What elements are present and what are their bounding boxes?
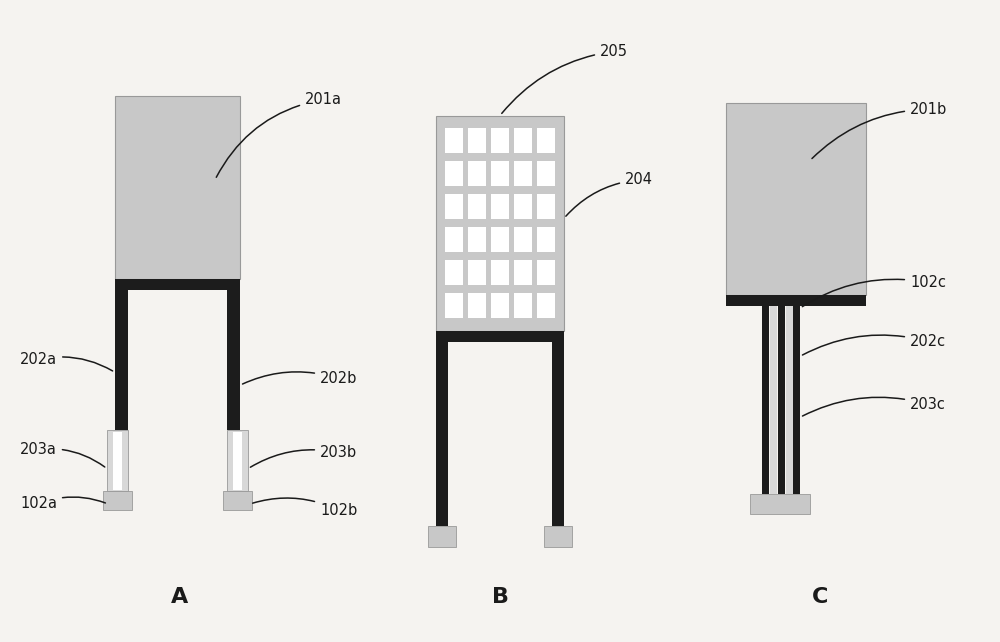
Bar — [445, 161, 463, 186]
Bar — [786, 306, 793, 494]
Bar — [468, 195, 486, 219]
Bar — [445, 195, 463, 219]
Bar — [491, 195, 509, 219]
Bar — [514, 195, 532, 219]
Bar — [436, 342, 448, 526]
Bar — [770, 306, 777, 494]
Bar — [115, 96, 240, 279]
Text: 102b: 102b — [253, 498, 357, 518]
Bar — [115, 290, 128, 430]
Bar — [544, 526, 572, 547]
Bar — [107, 430, 128, 491]
Bar — [491, 161, 509, 186]
Bar — [468, 227, 486, 252]
Bar — [537, 128, 555, 153]
Bar — [514, 260, 532, 285]
Bar — [468, 128, 486, 153]
Text: 202c: 202c — [802, 334, 946, 355]
Bar — [468, 161, 486, 186]
Bar — [115, 279, 240, 290]
Bar — [491, 227, 509, 252]
Text: 205: 205 — [502, 44, 628, 114]
Bar — [445, 293, 463, 318]
Text: C: C — [812, 587, 828, 607]
Bar — [726, 295, 866, 306]
Text: 203c: 203c — [802, 397, 946, 416]
Bar — [491, 293, 509, 318]
Text: 202b: 202b — [243, 371, 357, 386]
Bar — [491, 260, 509, 285]
Bar — [428, 526, 456, 547]
Bar — [233, 432, 242, 490]
Bar — [552, 342, 564, 526]
Bar — [223, 491, 252, 510]
Bar — [227, 290, 240, 430]
Bar — [514, 128, 532, 153]
Bar — [514, 293, 532, 318]
Bar — [750, 494, 810, 514]
Text: 203b: 203b — [250, 445, 357, 467]
Bar — [537, 293, 555, 318]
Text: B: B — [492, 587, 509, 607]
Text: 102a: 102a — [20, 496, 105, 512]
Bar — [436, 116, 564, 331]
Bar — [445, 260, 463, 285]
Bar — [793, 306, 800, 494]
Bar — [537, 260, 555, 285]
Bar — [115, 279, 240, 290]
Bar — [726, 103, 866, 295]
Text: 202a: 202a — [20, 352, 113, 371]
Bar — [537, 161, 555, 186]
Bar — [445, 128, 463, 153]
Bar — [103, 491, 132, 510]
Bar — [491, 128, 509, 153]
Text: 203a: 203a — [20, 442, 105, 467]
Bar — [762, 306, 769, 494]
Text: A: A — [171, 587, 189, 607]
Bar — [468, 260, 486, 285]
Bar — [537, 195, 555, 219]
Bar — [113, 432, 122, 490]
Bar — [227, 430, 248, 491]
Bar — [514, 161, 532, 186]
Text: 102c: 102c — [802, 275, 946, 307]
Bar — [436, 331, 564, 342]
Text: 204: 204 — [566, 172, 653, 216]
Bar — [778, 306, 785, 494]
Bar — [537, 227, 555, 252]
Text: 201b: 201b — [812, 101, 947, 159]
Bar — [445, 227, 463, 252]
Text: 201a: 201a — [216, 92, 342, 177]
Bar — [514, 227, 532, 252]
Bar — [468, 293, 486, 318]
